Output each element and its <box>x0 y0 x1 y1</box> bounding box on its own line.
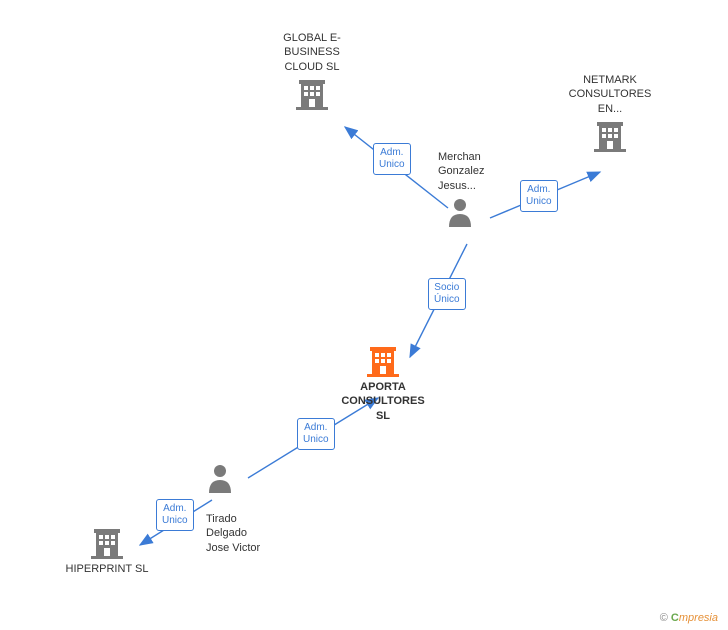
attribution-brand: mpresia <box>679 612 718 624</box>
building-icon <box>91 527 123 559</box>
person-label: Tirado Delgado Jose Victor <box>206 512 260 555</box>
person-node-tirado[interactable] <box>207 463 233 493</box>
company-label: GLOBAL E- BUSINESS CLOUD SL <box>283 31 341 74</box>
person-icon <box>207 463 233 493</box>
edge-label-merchan-netmark: Adm. Unico <box>520 180 558 212</box>
building-icon <box>367 345 399 377</box>
person-label: Merchan Gonzalez Jesus... <box>438 150 484 193</box>
person-node-merchan[interactable] <box>447 197 473 227</box>
building-icon <box>594 120 626 152</box>
building-icon <box>296 78 328 110</box>
company-node-aporta[interactable]: APORTA CONSULTORES SL <box>333 345 433 423</box>
edge-label-tirado-aporta: Adm. Unico <box>297 418 335 450</box>
copyright-symbol: © <box>660 612 668 624</box>
company-node-netmark[interactable]: NETMARK CONSULTORES EN... <box>560 73 660 152</box>
company-node-global_ebusiness[interactable]: GLOBAL E- BUSINESS CLOUD SL <box>262 31 362 110</box>
company-label: APORTA CONSULTORES SL <box>333 380 433 423</box>
person-icon <box>447 197 473 227</box>
edge-label-merchan-global_ebusiness: Adm. Unico <box>373 143 411 175</box>
company-label: HIPERPRINT SL <box>66 562 149 576</box>
company-label: NETMARK CONSULTORES EN... <box>569 73 652 116</box>
edge-label-merchan-aporta: Socio Único <box>428 278 466 310</box>
company-node-hiperprint[interactable]: HIPERPRINT SL <box>57 527 157 576</box>
edge-label-tirado-hiperprint: Adm. Unico <box>156 499 194 531</box>
attribution: © Cmpresia <box>660 612 718 624</box>
